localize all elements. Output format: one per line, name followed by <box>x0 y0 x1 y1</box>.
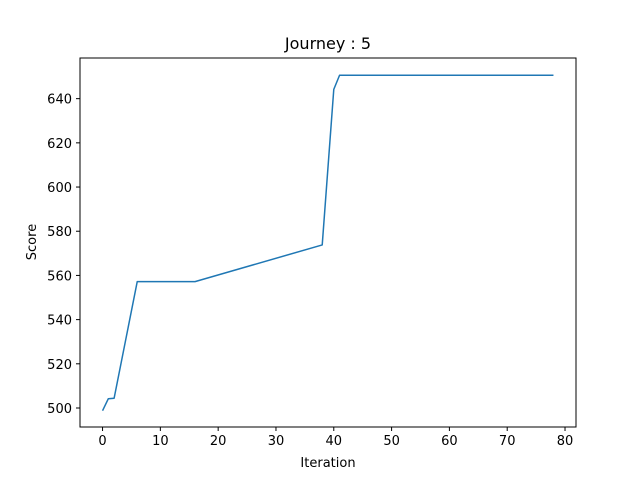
plot-area-frame <box>79 57 577 428</box>
y-tick-label: 560 <box>47 269 72 284</box>
y-tick-label: 600 <box>47 181 72 196</box>
y-tick-label: 500 <box>47 402 72 417</box>
x-tick-label: 20 <box>210 434 227 449</box>
series-line-1 <box>101 74 554 411</box>
y-tick-label: 540 <box>47 314 72 329</box>
y-tick-label: 640 <box>47 93 72 108</box>
series-layer <box>101 74 554 411</box>
x-tick-label: 70 <box>499 434 516 449</box>
y-tick-label: 620 <box>47 137 72 152</box>
x-tick-label: 0 <box>98 434 106 449</box>
y-axis-ticks: 500 520 540 560 580 600 620 640 <box>47 93 80 417</box>
x-tick-label: 10 <box>152 434 169 449</box>
x-tick-label: 40 <box>326 434 343 449</box>
x-tick-label: 80 <box>557 434 574 449</box>
chart-title: Journey : 5 <box>284 34 371 53</box>
y-axis-label: Score <box>25 224 40 260</box>
x-tick-label: 50 <box>383 434 400 449</box>
x-tick-label: 30 <box>268 434 285 449</box>
x-tick-label: 60 <box>441 434 458 449</box>
y-tick-label: 520 <box>47 358 72 373</box>
x-axis-label: Iteration <box>300 456 355 471</box>
y-tick-label: 580 <box>47 225 72 240</box>
x-axis-ticks: 0 10 20 30 40 50 60 70 80 <box>98 427 573 449</box>
